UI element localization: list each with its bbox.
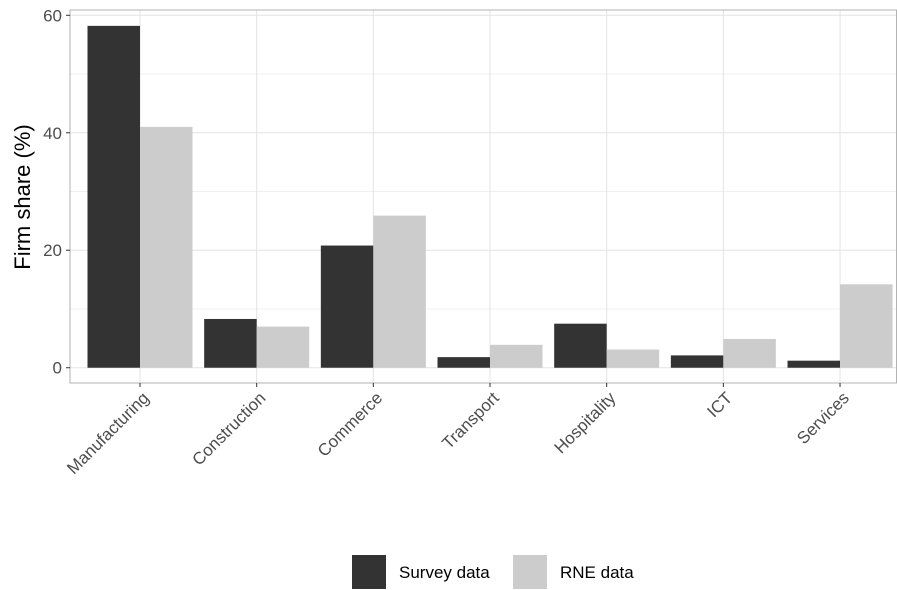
legend-swatch (513, 555, 547, 589)
legend-swatch (352, 555, 386, 589)
grid (70, 10, 897, 383)
y-tick-label: 40 (43, 124, 62, 143)
legend-item-survey-data: Survey data (352, 555, 490, 589)
x-tick-label: Services (793, 388, 853, 448)
bar-survey-data-transport (437, 357, 491, 368)
bar-rne-data-services (840, 284, 893, 368)
x-tick-label: Hospitality (551, 388, 620, 457)
x-tick-label: Transport (438, 388, 503, 453)
x-tick-label: Construction (189, 388, 270, 469)
legend: Survey data RNE data (352, 555, 634, 589)
bar-survey-data-ict (670, 355, 724, 368)
bar-survey-data-hospitality (554, 323, 607, 368)
legend-label: Survey data (399, 563, 490, 582)
bar-rne-data-transport (490, 344, 543, 368)
bar-survey-data-services (787, 360, 841, 368)
panel-border (69, 9, 897, 384)
bar-survey-data-commerce (320, 245, 374, 368)
legend-label: RNE data (560, 563, 634, 582)
bar-rne-data-construction (256, 326, 310, 368)
y-axis-title: Firm share (%) (10, 124, 35, 269)
bar-rne-data-hospitality (606, 349, 660, 368)
bar-rne-data-manufacturing (140, 126, 193, 368)
y-tick-label: 20 (43, 241, 62, 260)
legend-item-rne-data: RNE data (513, 555, 634, 589)
bar-survey-data-construction (204, 318, 257, 368)
x-tick-label: ICT (703, 388, 736, 421)
bar-rne-data-commerce (373, 215, 426, 368)
x-tick-label: Manufacturing (63, 388, 153, 478)
bar-survey-data-manufacturing (87, 25, 140, 368)
y-tick-label: 0 (53, 359, 62, 378)
y-tick-label: 60 (43, 6, 62, 25)
x-tick-label: Commerce (314, 388, 386, 460)
bars (87, 25, 893, 368)
bar-rne-data-ict (723, 338, 776, 368)
